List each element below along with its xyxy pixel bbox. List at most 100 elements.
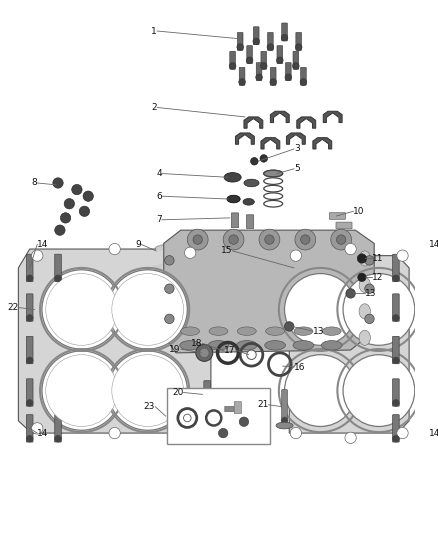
Circle shape [253,38,260,45]
Ellipse shape [359,304,371,319]
Circle shape [418,275,425,281]
FancyBboxPatch shape [286,63,291,80]
Circle shape [79,206,90,216]
Text: 17: 17 [224,345,236,354]
Circle shape [295,229,316,250]
Text: 19: 19 [169,344,181,353]
Polygon shape [18,249,211,433]
Ellipse shape [265,341,286,350]
Ellipse shape [209,327,228,335]
Circle shape [42,351,121,430]
Circle shape [32,423,43,434]
Circle shape [261,63,267,69]
Polygon shape [313,138,332,149]
FancyBboxPatch shape [418,336,425,364]
Text: 1: 1 [152,27,157,36]
Circle shape [290,427,301,439]
FancyBboxPatch shape [270,67,276,85]
Circle shape [223,229,244,250]
FancyBboxPatch shape [268,33,273,50]
Circle shape [64,199,74,209]
FancyBboxPatch shape [261,51,267,69]
Ellipse shape [237,327,256,335]
Circle shape [193,235,202,244]
Circle shape [187,229,208,250]
FancyBboxPatch shape [296,33,301,50]
Circle shape [343,355,415,426]
Circle shape [46,355,117,426]
FancyBboxPatch shape [392,336,399,364]
Text: 7: 7 [156,215,162,224]
Circle shape [290,250,301,261]
Circle shape [26,435,33,442]
Ellipse shape [321,341,342,350]
Text: 16: 16 [294,362,305,372]
Circle shape [83,191,93,201]
FancyBboxPatch shape [392,379,399,406]
Circle shape [32,250,43,261]
Circle shape [251,157,258,165]
Circle shape [26,357,33,364]
Circle shape [336,235,346,244]
Ellipse shape [266,327,285,335]
FancyBboxPatch shape [234,402,241,414]
Text: 20: 20 [172,388,184,397]
Circle shape [345,432,356,443]
FancyBboxPatch shape [55,415,61,442]
Text: 14: 14 [429,429,438,438]
FancyBboxPatch shape [300,67,306,85]
Circle shape [109,244,120,255]
Circle shape [285,322,294,331]
Polygon shape [286,133,305,144]
FancyBboxPatch shape [225,406,237,411]
Ellipse shape [293,341,314,350]
Circle shape [397,427,408,439]
Circle shape [109,427,120,439]
Ellipse shape [276,422,293,429]
Circle shape [55,435,61,442]
FancyBboxPatch shape [418,415,425,442]
Circle shape [165,284,174,293]
Circle shape [270,79,276,85]
Text: 22: 22 [7,303,18,312]
Text: 9: 9 [135,240,141,249]
FancyBboxPatch shape [418,379,425,406]
Circle shape [357,254,367,263]
Circle shape [46,273,117,345]
Text: 10: 10 [353,207,365,216]
Ellipse shape [359,330,371,345]
Circle shape [219,429,228,438]
FancyBboxPatch shape [277,46,283,63]
FancyBboxPatch shape [26,336,33,364]
Circle shape [237,44,244,50]
Circle shape [365,284,374,293]
Text: 21: 21 [257,400,268,409]
FancyBboxPatch shape [231,213,239,228]
Text: 6: 6 [156,192,162,201]
Polygon shape [297,117,316,128]
Circle shape [281,34,288,41]
Circle shape [392,357,399,364]
Circle shape [358,273,366,281]
Circle shape [112,273,184,345]
FancyBboxPatch shape [256,63,262,80]
Circle shape [72,184,82,195]
Bar [166,388,270,445]
Circle shape [53,178,63,188]
Circle shape [165,256,174,265]
Circle shape [26,314,33,321]
Ellipse shape [180,341,201,350]
FancyBboxPatch shape [204,381,210,408]
Text: 3: 3 [294,144,300,154]
Circle shape [300,235,310,244]
Circle shape [418,314,425,321]
Ellipse shape [224,173,241,182]
Text: 4: 4 [156,169,162,178]
Circle shape [165,314,174,324]
Ellipse shape [359,277,371,293]
Circle shape [397,250,408,261]
Circle shape [392,275,399,281]
Circle shape [239,79,245,85]
Circle shape [343,273,415,345]
Polygon shape [270,111,289,123]
